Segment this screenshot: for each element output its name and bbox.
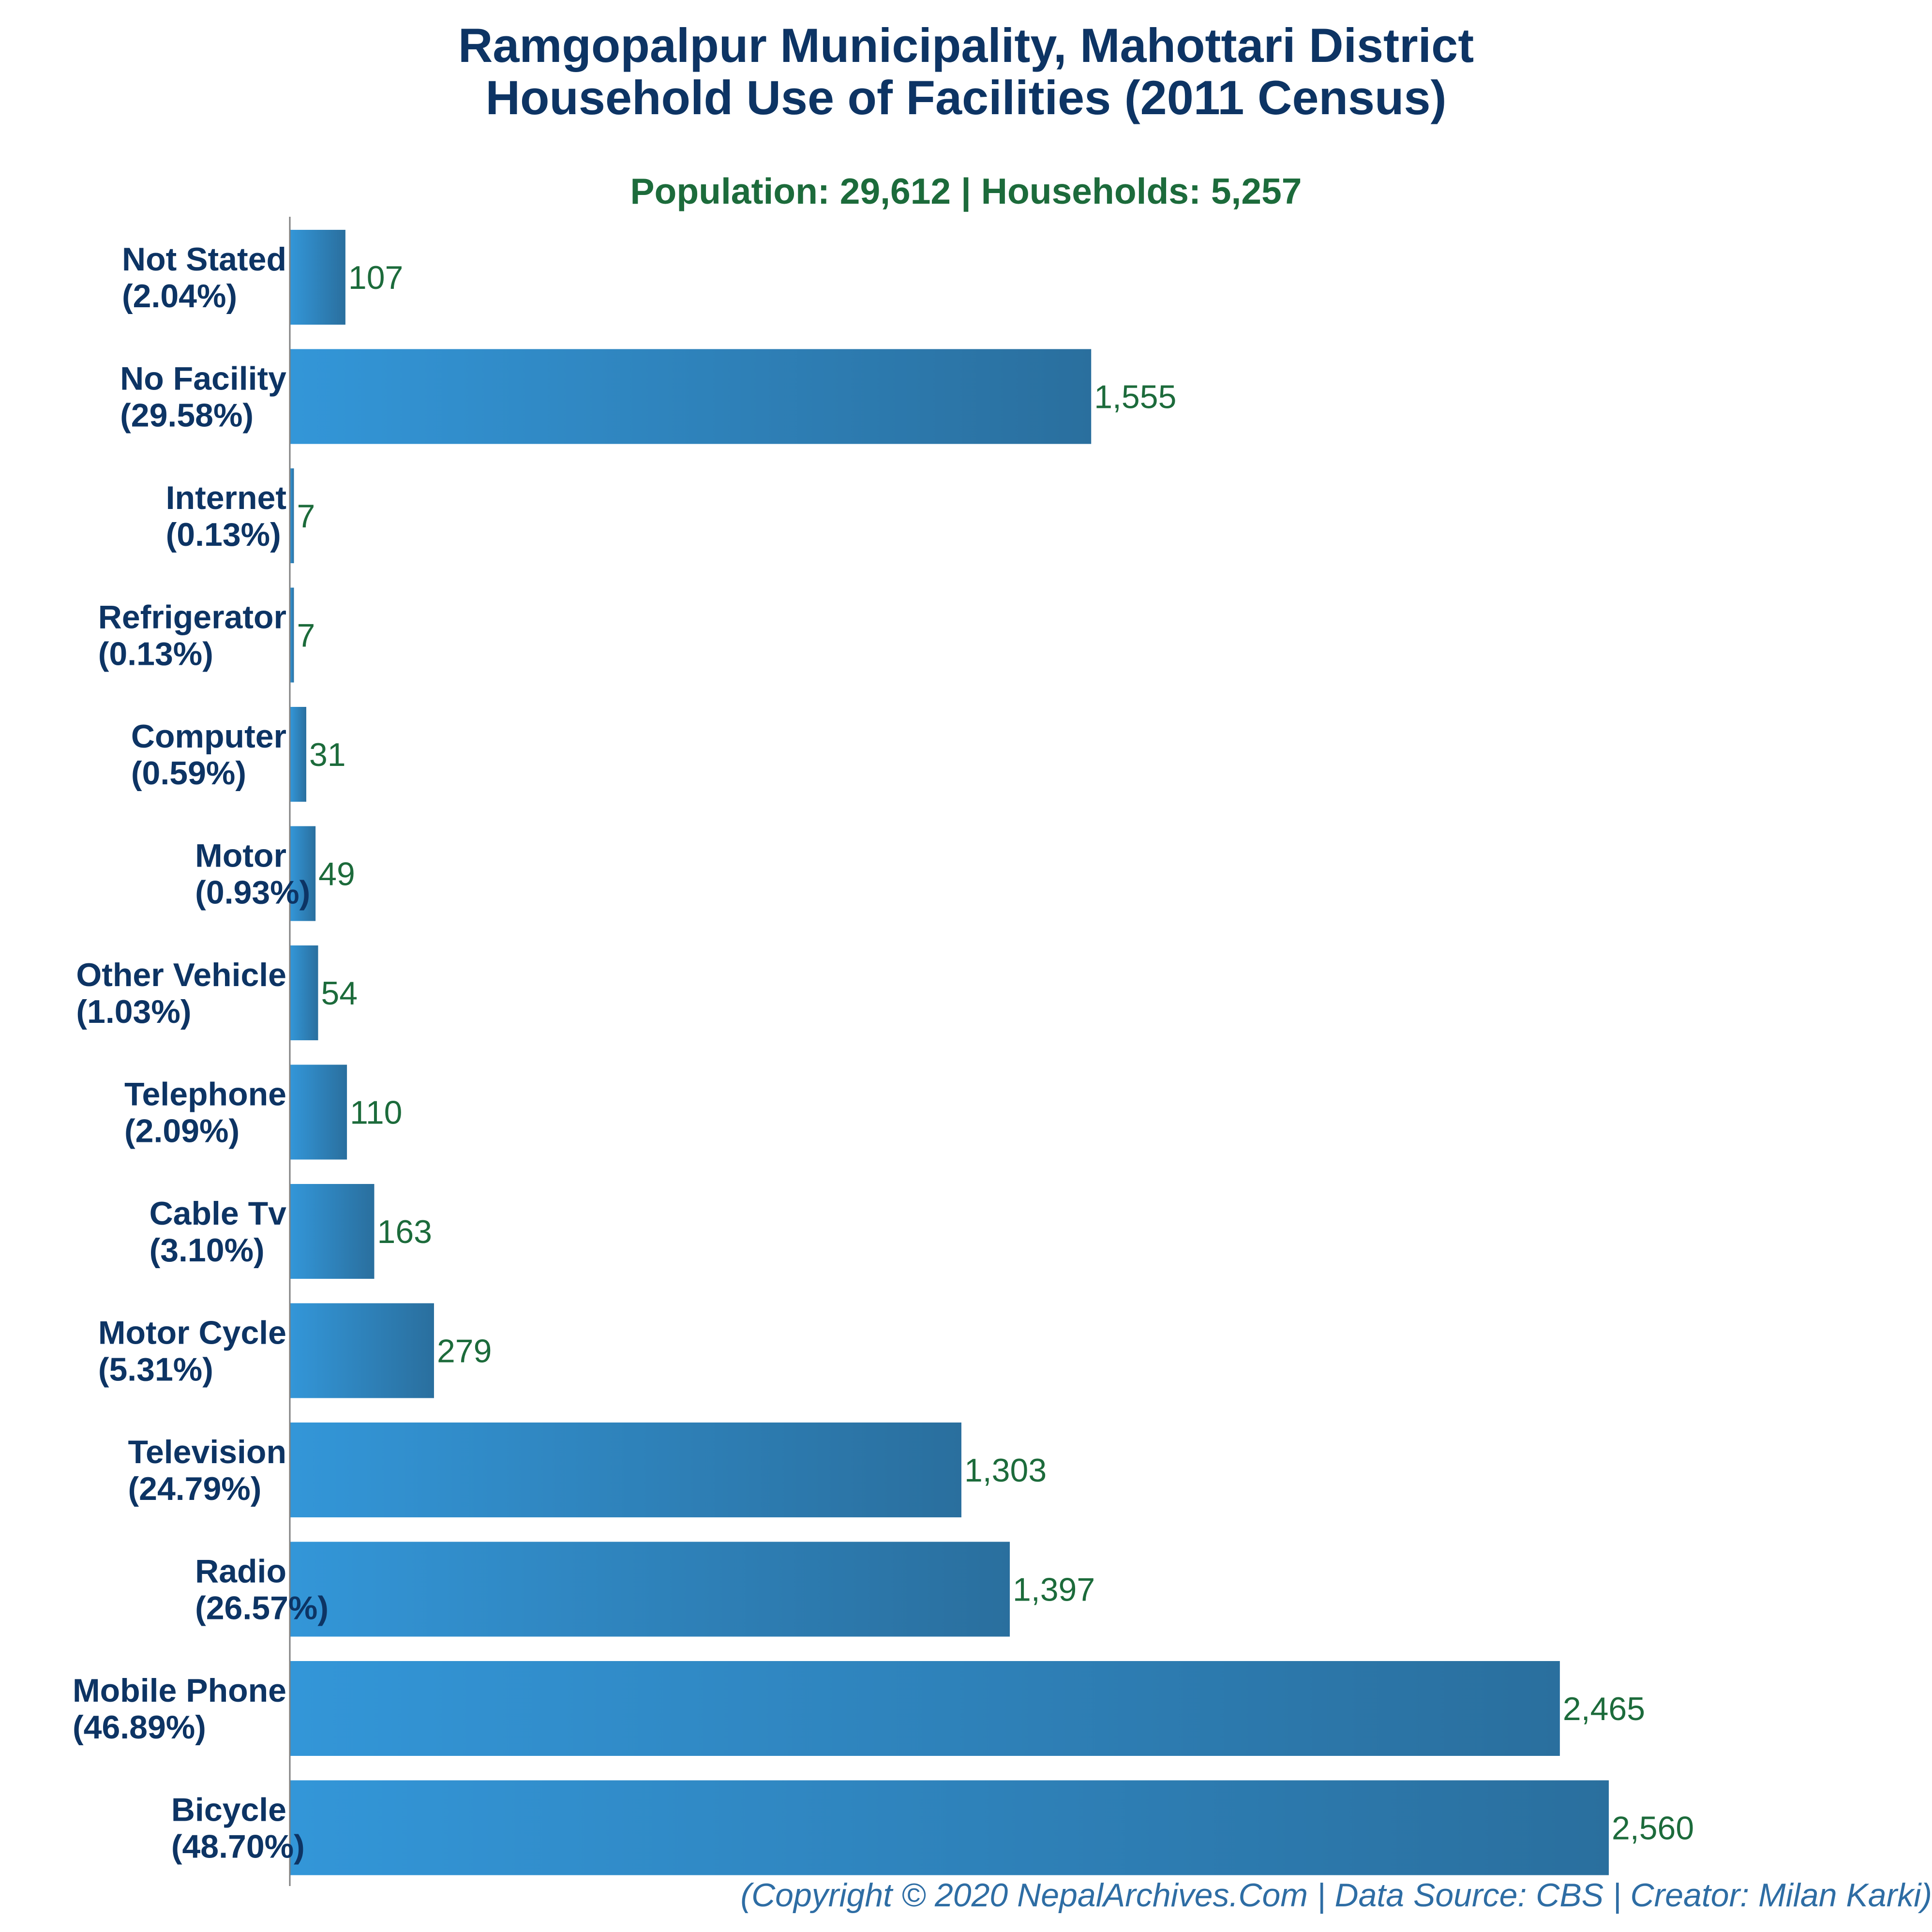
category-percent: (0.13%) [98, 636, 213, 673]
value-label: 2,560 [1612, 1810, 1694, 1847]
category-name: Television [128, 1434, 286, 1470]
footer-credit: (Copyright © 2020 NepalArchives.Com | Da… [740, 1877, 1932, 1914]
chart-title-line-1: Ramgopalpur Municipality, Mahottari Dist… [458, 18, 1474, 72]
category-label: Motor Cycle [98, 1315, 286, 1351]
value-label: 107 [348, 259, 403, 296]
bar [290, 826, 316, 921]
value-label: 2,465 [1563, 1691, 1645, 1727]
value-label: 1,397 [1013, 1572, 1095, 1608]
value-label: 1,555 [1094, 379, 1176, 416]
category-name: Internet [166, 479, 286, 516]
category-percent: (5.31%) [98, 1351, 213, 1388]
category-labels-layer: Not Stated(2.04%) No Facility(29.58%) Inte… [73, 241, 329, 1865]
category-name: Bicycle [171, 1792, 286, 1828]
bar [290, 1303, 434, 1398]
bar [290, 945, 318, 1040]
value-label: 54 [321, 975, 358, 1012]
category-label: Motor [195, 838, 286, 874]
category-name: Not Stated [122, 241, 286, 278]
bar [290, 230, 345, 325]
chart-title-line-2: Household Use of Facilities (2011 Census… [485, 71, 1447, 124]
value-label: 279 [437, 1333, 492, 1370]
category-name: Cable Tv [150, 1195, 287, 1232]
bar [290, 707, 306, 802]
value-label: 163 [377, 1213, 432, 1250]
category-label: Radio [195, 1553, 286, 1590]
category-label: Television [128, 1434, 286, 1470]
category-name: Other Vehicle [76, 957, 286, 993]
chart-title: Ramgopalpur Municipality, Mahottari Dist… [0, 19, 1932, 124]
category-name: Refrigerator [98, 599, 286, 636]
category-percent: (3.10%) [150, 1232, 265, 1269]
category-label: No Facility [120, 360, 286, 397]
category-percent: (26.57%) [195, 1590, 329, 1627]
bars-layer [290, 230, 1609, 1875]
bar [290, 1064, 347, 1160]
value-label: 7 [297, 617, 315, 654]
bar [290, 349, 1092, 444]
category-label: Bicycle [171, 1792, 286, 1828]
value-label: 110 [350, 1094, 402, 1131]
category-percent: (29.58%) [120, 397, 254, 434]
category-label: Not Stated [122, 241, 286, 278]
value-label: 1,303 [964, 1452, 1047, 1489]
category-percent: (0.93%) [195, 874, 310, 911]
category-percent: (24.79%) [128, 1470, 261, 1507]
category-label: Internet [166, 479, 286, 516]
category-percent: (2.04%) [122, 278, 237, 315]
value-labels-layer: 107 1,555 7 7 31 49 54 110 163 279 1,303 1,397 2,465… [297, 259, 1694, 1847]
category-percent: (2.09%) [124, 1113, 240, 1150]
category-percent: (0.13%) [166, 516, 281, 553]
category-name: No Facility [120, 360, 286, 397]
chart-subtitle: Population: 29,612 | Households: 5,257 [630, 171, 1302, 211]
category-label: Computer [131, 718, 286, 755]
category-name: Radio [195, 1553, 286, 1590]
category-label: Telephone [124, 1076, 286, 1113]
category-percent: (46.89%) [73, 1709, 206, 1746]
category-label: Other Vehicle [76, 957, 286, 993]
category-name: Computer [131, 718, 286, 755]
bar [290, 1542, 1010, 1637]
category-percent: (48.70%) [171, 1828, 305, 1865]
category-percent: (0.59%) [131, 755, 246, 792]
bar [290, 1423, 961, 1517]
category-name: Telephone [124, 1076, 286, 1113]
value-label: 49 [318, 856, 355, 893]
bar [290, 468, 294, 563]
bar [290, 1661, 1560, 1756]
category-name: Motor Cycle [98, 1315, 286, 1351]
category-label: Mobile Phone [73, 1672, 286, 1709]
category-label: Cable Tv [150, 1195, 287, 1232]
value-label: 31 [309, 736, 346, 773]
bar [290, 1780, 1609, 1875]
category-name: Mobile Phone [73, 1672, 286, 1709]
bar [290, 1184, 374, 1279]
category-label: Refrigerator [98, 599, 286, 636]
category-percent: (1.03%) [76, 993, 191, 1030]
bar [290, 587, 294, 683]
category-name: Motor [195, 838, 286, 874]
value-label: 7 [297, 498, 315, 535]
